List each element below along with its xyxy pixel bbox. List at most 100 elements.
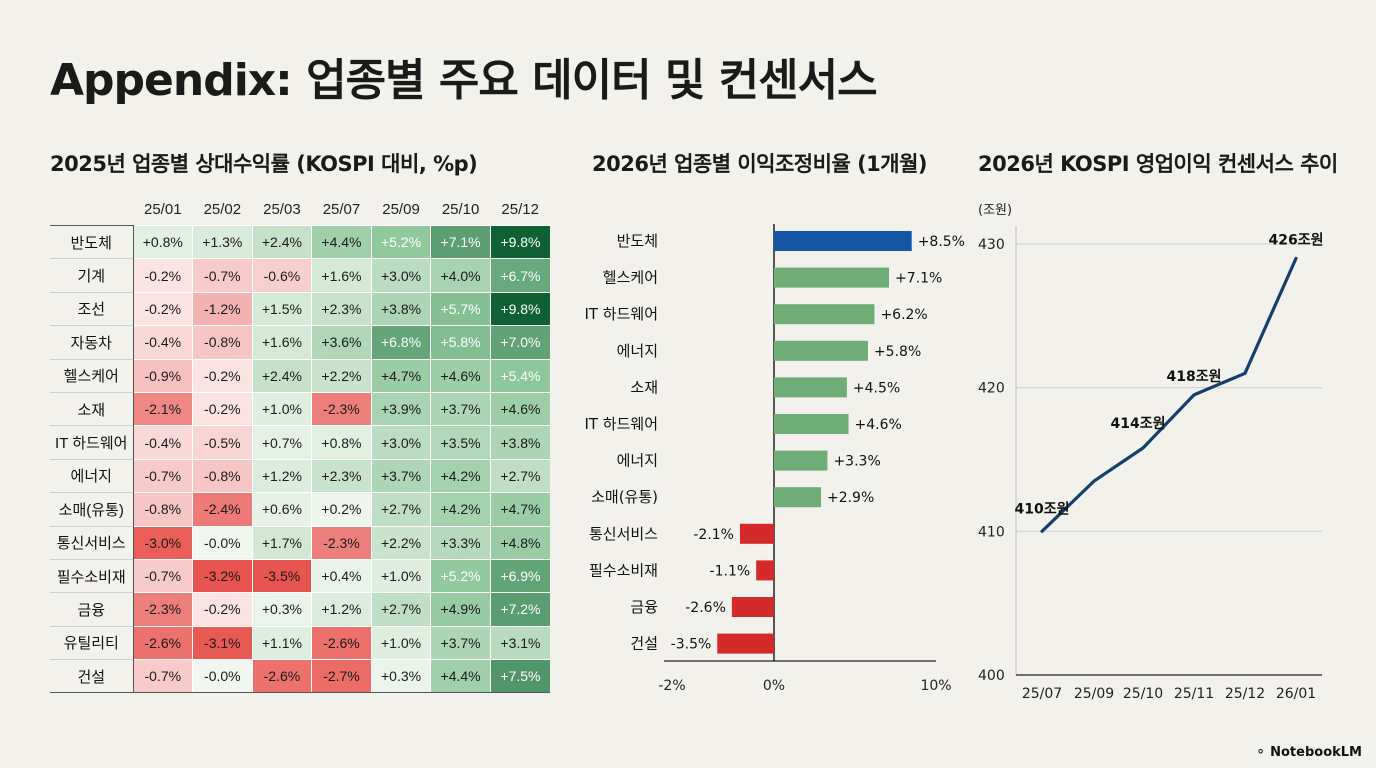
- heatmap-cell: +1.0%: [370, 625, 431, 660]
- heatmap-cell: +1.3%: [192, 224, 253, 259]
- heatmap-column-header: 25/01: [144, 200, 182, 218]
- heatmap-cell: +3.7%: [430, 625, 491, 660]
- heatmap-row: 통신서비스 -3.0% -0.0% +1.7% -2.3% +2.2% +3.3% +4.8%: [50, 525, 550, 560]
- heatmap-cell: -3.5%: [251, 558, 312, 593]
- heatmap-cell: +3.8%: [489, 425, 550, 460]
- heatmap-row: 소매(유통) -0.8% -2.4% +0.6% +0.2% +2.7% +4.2% +4.7…: [50, 492, 550, 527]
- heatmap-row-label: 필수소비재: [50, 558, 134, 593]
- bar-category-label: 에너지: [617, 452, 658, 470]
- heatmap-cell: -2.6%: [251, 659, 312, 694]
- heatmap-cell: +0.3%: [370, 659, 431, 694]
- heatmap-column-header: 25/02: [203, 200, 242, 218]
- heatmap-cell: +4.8%: [489, 525, 550, 560]
- heatmap-cell: +6.9%: [489, 558, 550, 593]
- heatmap-row-label: 소매(유통): [50, 492, 134, 527]
- bar-value-label: -2.6%: [685, 600, 726, 616]
- bar-category-label: 반도체: [617, 232, 658, 250]
- bar-category-label: 에너지: [617, 342, 658, 360]
- bar: [756, 560, 774, 581]
- heatmap-row-label: 소재: [50, 391, 134, 426]
- line-x-tick-label: 25/12: [1225, 686, 1265, 702]
- line-y-tick-label: 430: [978, 237, 1005, 253]
- heatmap-cell: +7.0%: [489, 325, 550, 360]
- heatmap-cell: +2.2%: [311, 358, 372, 393]
- heatmap-cell: -2.3%: [132, 592, 193, 627]
- bar-value-label: +4.6%: [855, 417, 902, 433]
- bar-category-label: 헬스케어: [603, 269, 658, 287]
- heatmap-cell: -2.6%: [311, 625, 372, 660]
- heatmap-cell: +0.4%: [311, 558, 372, 593]
- heatmap-cell: -0.4%: [132, 425, 193, 460]
- line-point-label: 418조원: [1167, 369, 1222, 385]
- heatmap-cell: +4.2%: [430, 492, 491, 527]
- heatmap-cell: -0.0%: [192, 659, 253, 694]
- line-y-tick-label: 420: [978, 381, 1005, 397]
- bar-category-label: 건설: [630, 635, 658, 653]
- heatmap-cell: +2.4%: [251, 358, 312, 393]
- heatmap-cell: +0.7%: [251, 425, 312, 460]
- heatmap-cell: -0.2%: [132, 291, 193, 326]
- bar: [774, 487, 821, 508]
- heatmap-row: 자동차 -0.4% -0.8% +1.6% +3.6% +6.8% +5.8% +7.0%: [50, 325, 550, 360]
- heatmap-cell: +9.8%: [489, 291, 550, 326]
- heatmap-cell: +0.3%: [251, 592, 312, 627]
- heatmap-cell: -0.2%: [132, 258, 193, 293]
- line-x-tick-label: 26/01: [1276, 686, 1316, 702]
- heatmap-title: 2025년 업종별 상대수익률 (KOSPI 대비, %p): [50, 152, 478, 176]
- bar: [774, 304, 875, 325]
- heatmap-column-header: 25/12: [501, 200, 539, 218]
- heatmap-cell: +1.0%: [370, 558, 431, 593]
- bar-value-label: -1.1%: [710, 563, 751, 579]
- relative-return-heatmap: 25/01 25/02 25/03 25/07 25/09 25/10 25/12 반도체 +…: [50, 193, 550, 694]
- heatmap-column-header: 25/07: [322, 200, 361, 218]
- heatmap-cell: +0.8%: [311, 425, 372, 460]
- heatmap-row: 금융 -2.3% -0.2% +0.3% +1.2% +2.7% +4.9% +7.2%: [50, 592, 550, 627]
- heatmap-cell: -2.7%: [311, 659, 372, 694]
- heatmap-cell: -0.4%: [132, 325, 193, 360]
- line-chart-title: 2026년 KOSPI 영업이익 컨센서스 추이: [978, 152, 1338, 176]
- heatmap-row: 소재 -2.1% -0.2% +1.0% -2.3% +3.9% +3.7% +4.6%: [50, 391, 550, 426]
- heatmap-cell: +4.4%: [430, 659, 491, 694]
- consensus-line: [1040, 256, 1298, 533]
- heatmap-cell: -1.2%: [192, 291, 253, 326]
- line-point-label: 426조원: [1269, 232, 1324, 248]
- heatmap-cell: -0.6%: [251, 258, 312, 293]
- heatmap-cell: +4.7%: [489, 492, 550, 527]
- heatmap-cell: -0.8%: [192, 325, 253, 360]
- heatmap-cell: -3.2%: [192, 558, 253, 593]
- heatmap-cell: +7.1%: [430, 224, 491, 259]
- bar: [731, 597, 774, 617]
- brand-mark: ⚬ NotebookLM: [1255, 745, 1362, 760]
- heatmap-row: 유틸리티 -2.6% -3.1% +1.1% -2.6% +1.0% +3.7% +3.1%: [50, 625, 550, 660]
- heatmap-cell: -2.6%: [132, 625, 193, 660]
- heatmap-row-label: IT 하드웨어: [50, 425, 134, 460]
- bar-value-label: +3.3%: [833, 454, 880, 470]
- heatmap-cell: +1.6%: [311, 258, 372, 293]
- heatmap-row: 에너지 -0.7% -0.8% +1.2% +2.3% +3.7% +4.2% +2.7%: [50, 458, 550, 493]
- heatmap-cell: -3.1%: [192, 625, 253, 660]
- heatmap-cell: +4.7%: [370, 358, 431, 393]
- heatmap-cell: +3.8%: [370, 291, 431, 326]
- heatmap-cell: -0.0%: [192, 525, 253, 560]
- bar: [774, 231, 912, 251]
- heatmap-cell: -0.7%: [132, 659, 193, 694]
- heatmap-cell: +2.4%: [251, 224, 312, 259]
- heatmap-cell: +5.2%: [430, 558, 491, 593]
- bar-category-label: 소재: [630, 378, 658, 396]
- bar: [774, 450, 828, 471]
- heatmap-cell: +0.2%: [311, 492, 372, 527]
- heatmap-row: 건설 -0.7% -0.0% -2.6% -2.7% +0.3% +4.4% +7.5%: [50, 659, 550, 694]
- heatmap-header-row: 25/01 25/02 25/03 25/07 25/09 25/10 25/12: [50, 193, 550, 226]
- heatmap-cell: +2.3%: [311, 458, 372, 493]
- bar-value-label: +4.5%: [853, 380, 900, 396]
- bar-category-label: 금융: [630, 598, 658, 616]
- bar: [774, 377, 847, 398]
- heatmap-cell: +5.4%: [489, 358, 550, 393]
- bar-category-label: 통신서비스: [589, 525, 658, 543]
- heatmap-row: 반도체 +0.8% +1.3% +2.4% +4.4% +5.2% +7.1% +9.8%: [50, 224, 550, 259]
- notebook-logo-icon: ⚬: [1255, 745, 1267, 760]
- bar-value-label: +2.9%: [827, 490, 874, 506]
- bar-category-label: 소매(유통): [591, 488, 658, 506]
- heatmap-cell: -2.4%: [192, 492, 253, 527]
